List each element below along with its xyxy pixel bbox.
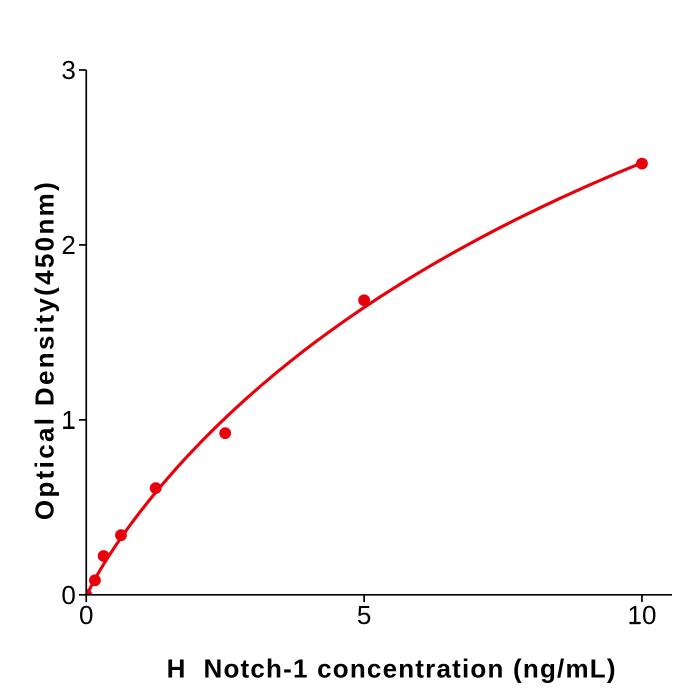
svg-text:H Notch-1 concentration (ng/m: H Notch-1 concentration (ng/mL): [167, 654, 617, 684]
svg-text:0: 0: [61, 580, 75, 610]
svg-text:2: 2: [61, 230, 75, 260]
svg-text:3: 3: [61, 55, 75, 85]
svg-text:0: 0: [79, 600, 93, 630]
svg-text:Optical Density(450nm): Optical Density(450nm): [30, 180, 60, 520]
svg-text:5: 5: [357, 600, 371, 630]
svg-text:10: 10: [627, 600, 656, 630]
svg-text:1: 1: [61, 405, 75, 435]
